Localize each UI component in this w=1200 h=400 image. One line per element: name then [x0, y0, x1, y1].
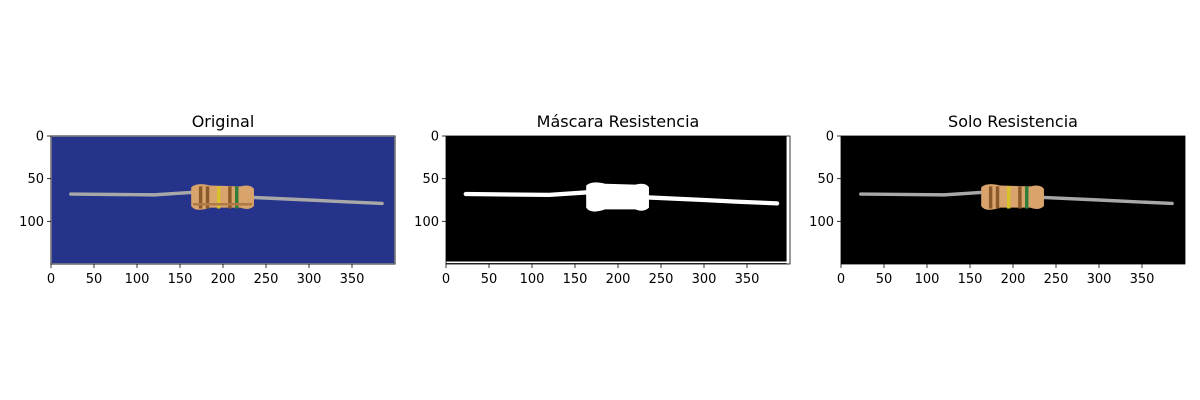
mask-edge [786, 136, 790, 264]
band-brown-3 [228, 186, 232, 209]
y-tick-label: 0 [826, 130, 834, 145]
band-yellow [216, 186, 221, 209]
panel-image-mask [446, 136, 791, 264]
x-tick-label: 0 [837, 272, 845, 287]
x-tick-label: 100 [520, 272, 545, 287]
x-tick-label: 100 [125, 272, 150, 287]
panel-title: Original [192, 112, 255, 131]
y-tick-label: 50 [422, 172, 439, 187]
x-tick-label: 250 [649, 272, 674, 287]
x-tick-label: 0 [47, 272, 55, 287]
x-tick-label: 0 [442, 272, 450, 287]
x-tick-label: 350 [1130, 272, 1155, 287]
band-green [235, 186, 239, 209]
band-brown-1 [988, 186, 993, 209]
panel-title: Máscara Resistencia [537, 112, 700, 131]
panel-title: Solo Resistencia [948, 112, 1078, 131]
panel-original: Original 0 50 100 150 200 250 300 350 0 50 100 [19, 112, 396, 287]
resistor-body [981, 184, 1044, 210]
y-tick-label: 100 [19, 215, 44, 230]
x-tick-label: 100 [915, 272, 940, 287]
x-tick-label: 150 [958, 272, 983, 287]
band-brown-3 [1018, 186, 1022, 209]
y-tick-label: 50 [817, 172, 834, 187]
x-tick-label: 350 [340, 272, 365, 287]
panel-image-masked [841, 136, 1185, 264]
mask-body [586, 182, 649, 212]
x-tick-label: 300 [297, 272, 322, 287]
y-tick-label: 0 [36, 130, 44, 145]
band-brown-2 [995, 186, 1000, 209]
x-tick-label: 300 [692, 272, 717, 287]
band-green [1025, 186, 1029, 209]
x-tick-label: 150 [563, 272, 588, 287]
x-tick-label: 250 [1044, 272, 1069, 287]
panel-mask: Máscara Resistencia 0 50 100 150 200 250 300 350… [414, 112, 791, 287]
x-tick-label: 200 [606, 272, 631, 287]
panel-masked: Solo Resistencia 0 50 100 150 200 250 300 350 0 50… [809, 112, 1186, 287]
x-tick-label: 200 [211, 272, 236, 287]
x-tick-label: 350 [735, 272, 760, 287]
x-tick-label: 50 [876, 272, 893, 287]
panel-image-original [50, 135, 396, 265]
band-brown-2 [205, 186, 210, 209]
band-yellow [1006, 186, 1011, 209]
x-tick-label: 200 [1001, 272, 1026, 287]
x-tick-label: 150 [168, 272, 193, 287]
y-tick-label: 100 [414, 215, 439, 230]
x-tick-label: 300 [1087, 272, 1112, 287]
y-tick-label: 50 [27, 172, 44, 187]
y-tick-label: 100 [809, 215, 834, 230]
y-tick-label: 0 [431, 130, 439, 145]
x-tick-label: 50 [481, 272, 498, 287]
resistor-body [191, 184, 254, 210]
x-tick-label: 50 [86, 272, 103, 287]
band-brown-1 [198, 186, 203, 209]
x-tick-label: 250 [254, 272, 279, 287]
